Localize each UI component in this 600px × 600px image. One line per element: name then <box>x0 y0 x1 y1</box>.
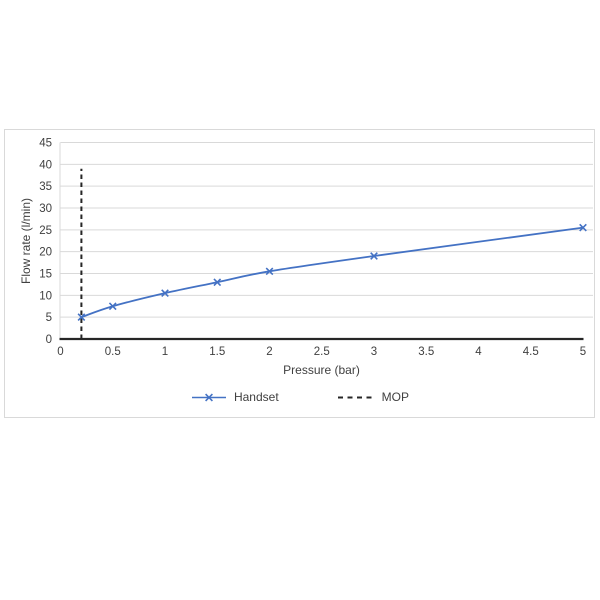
legend-label-handset: Handset <box>233 390 279 404</box>
y-tick-label: 45 <box>39 138 52 150</box>
handset-marker <box>370 252 378 260</box>
handset-marker <box>108 302 117 311</box>
legend-item-handset[interactable]: Handset <box>191 390 279 404</box>
y-tick-label: 15 <box>39 269 52 281</box>
y-tick-label: 35 <box>39 181 52 193</box>
handset-marker <box>213 278 222 287</box>
handset-marker <box>579 223 587 232</box>
x-tick-label: 1.5 <box>209 346 225 358</box>
y-tick-label: 40 <box>39 159 52 171</box>
handset-marker <box>161 289 169 298</box>
handset-marker <box>77 313 86 322</box>
x-axis-title: Pressure (bar) <box>283 363 360 377</box>
y-tick-label: 5 <box>46 312 52 324</box>
x-tick-label: 0.5 <box>105 346 121 358</box>
x-tick-label: 4.5 <box>523 346 539 358</box>
x-tick-label: 4 <box>475 346 482 358</box>
y-tick-label: 20 <box>39 247 52 259</box>
mop-dash-sample <box>337 396 374 398</box>
x-tick-label: 2 <box>266 346 272 358</box>
x-tick-label: 2.5 <box>314 346 330 358</box>
x-tick-label: 3.5 <box>418 346 434 358</box>
x-tick-label: 0 <box>57 346 63 358</box>
handset-series-line <box>81 226 584 319</box>
y-tick-label: 10 <box>39 290 52 302</box>
legend-item-mop[interactable]: MOP <box>337 390 409 404</box>
y-tick-label: 30 <box>39 203 52 215</box>
y-tick-label: 0 <box>46 334 52 346</box>
handset-marker <box>265 267 274 276</box>
y-tick-label: 25 <box>39 225 52 237</box>
y-axis-title: Flow rate (l/min) <box>19 197 33 285</box>
chart-legend: Handset MOP <box>0 390 600 404</box>
x-tick-label: 5 <box>580 346 586 358</box>
handset-line-sample <box>191 393 226 401</box>
legend-label-mop: MOP <box>381 390 410 404</box>
x-tick-label: 1 <box>162 346 168 358</box>
x-tick-label: 3 <box>371 346 377 358</box>
